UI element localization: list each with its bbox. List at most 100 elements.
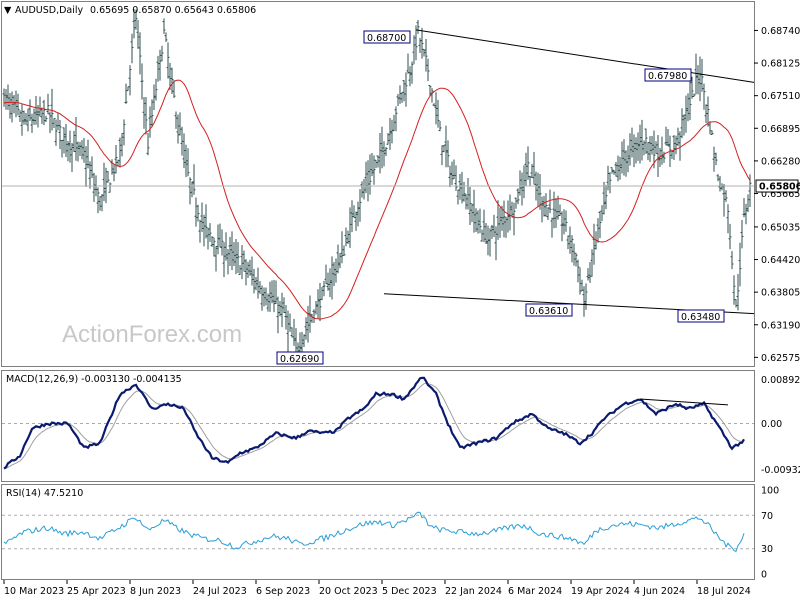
price-bar xyxy=(642,140,646,156)
price-bar xyxy=(468,186,472,226)
price-bar xyxy=(284,305,288,330)
price-bar xyxy=(372,155,376,185)
price-bar xyxy=(104,167,108,204)
price-tick-label: 0.65035 xyxy=(761,222,800,233)
price-bar xyxy=(550,217,554,238)
price-bar xyxy=(234,239,238,275)
price-bar xyxy=(314,301,318,315)
price-bar xyxy=(500,205,504,231)
price-bar xyxy=(64,123,68,157)
price-bar xyxy=(662,151,666,163)
price-bar xyxy=(730,251,734,270)
price-bar xyxy=(710,130,714,136)
price-bar xyxy=(218,223,222,248)
price-bar xyxy=(140,63,144,100)
price-bar xyxy=(210,236,214,247)
price-bar xyxy=(636,132,640,161)
price-bar xyxy=(150,99,154,128)
price-bar xyxy=(552,191,556,229)
price-bar xyxy=(612,169,616,175)
price-bar xyxy=(384,147,388,156)
price-bar xyxy=(230,231,234,271)
price-bar xyxy=(488,228,492,257)
price-bar xyxy=(676,127,680,147)
watermark-text: ActionForex.com xyxy=(62,321,242,348)
price-bar xyxy=(50,88,54,131)
price-bar xyxy=(184,144,188,178)
price-bar xyxy=(608,172,612,194)
price-bar xyxy=(324,264,328,285)
price-bar xyxy=(560,211,564,242)
price-bar xyxy=(40,107,44,125)
price-bar xyxy=(438,120,442,132)
macd-series xyxy=(2,376,754,470)
price-bar xyxy=(664,126,668,146)
macd-pane xyxy=(1,370,755,482)
price-bar xyxy=(680,108,684,139)
price-bar xyxy=(484,222,488,245)
price-bar xyxy=(474,208,478,233)
price-bar xyxy=(432,103,436,107)
price-bar xyxy=(726,204,730,234)
price-bar xyxy=(246,261,250,278)
price-bar xyxy=(350,200,354,233)
price-bar xyxy=(76,141,80,162)
price-bar xyxy=(84,146,88,187)
price-tick-label: 0.66280 xyxy=(761,156,800,167)
price-bar xyxy=(72,130,76,153)
price-bar xyxy=(712,146,716,172)
svg-text:0.63610: 0.63610 xyxy=(529,306,568,317)
price-bar xyxy=(514,197,518,209)
price-bar xyxy=(346,230,350,244)
high-label-1: 0.68700 xyxy=(363,30,411,44)
price-bar xyxy=(498,207,502,238)
price-bar xyxy=(580,279,584,292)
price-bar xyxy=(334,258,338,283)
price-bar xyxy=(192,164,196,195)
price-bar xyxy=(724,190,728,202)
price-tick-label: 0.66895 xyxy=(761,124,800,135)
price-bar xyxy=(428,84,432,97)
price-bar xyxy=(450,161,454,185)
price-bar xyxy=(168,62,172,91)
price-bar xyxy=(592,223,596,265)
price-bar xyxy=(200,202,204,233)
price-bar xyxy=(206,227,210,250)
price-bar xyxy=(456,189,460,205)
price-bar xyxy=(634,137,638,164)
price-bar xyxy=(568,226,572,254)
price-bar xyxy=(256,267,260,299)
price-bar xyxy=(318,282,322,322)
price-bar xyxy=(616,155,620,182)
price-bar xyxy=(278,300,282,317)
price-bar xyxy=(436,99,440,128)
price-bar xyxy=(136,19,140,49)
price-bar xyxy=(502,200,506,238)
price-bar xyxy=(328,268,332,298)
price-bar xyxy=(292,318,296,346)
price-bar xyxy=(736,273,740,311)
low-label-1: 0.62690 xyxy=(276,351,324,365)
price-bar xyxy=(242,250,246,272)
price-bar xyxy=(258,281,262,295)
price-bar xyxy=(510,201,514,218)
low-label-3: 0.63480 xyxy=(677,309,725,323)
price-bar xyxy=(408,66,412,87)
price-pane xyxy=(1,1,755,367)
price-bar xyxy=(30,113,34,133)
price-bar xyxy=(160,45,164,62)
macd-divergence-line xyxy=(639,398,729,406)
price-bar xyxy=(204,204,208,239)
price-bar xyxy=(186,148,190,177)
price-bar xyxy=(164,32,168,43)
price-bar xyxy=(546,207,550,221)
date-tick-label: 8 Jun 2023 xyxy=(130,586,181,597)
price-bar xyxy=(326,272,330,291)
price-bar xyxy=(374,159,378,169)
price-bar xyxy=(740,219,744,249)
price-bar xyxy=(134,9,138,30)
price-bar xyxy=(442,144,446,153)
price-bar xyxy=(240,245,244,280)
date-tick-label: 20 Oct 2023 xyxy=(319,586,378,597)
price-bar xyxy=(330,256,334,300)
